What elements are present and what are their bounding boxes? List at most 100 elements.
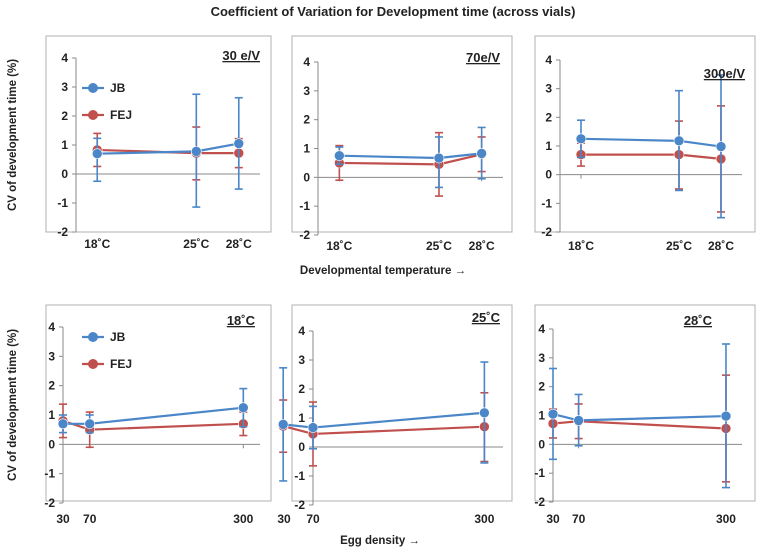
y-tick-label: 0 bbox=[545, 168, 552, 182]
data-point-jb bbox=[307, 422, 319, 433]
x-tick-label: 30 bbox=[56, 512, 70, 526]
x-tick-label: 300 bbox=[716, 512, 736, 526]
panel-label: 18˚C bbox=[227, 313, 256, 328]
y-tick-label: 4 bbox=[303, 55, 310, 69]
data-point-jb bbox=[233, 138, 245, 149]
x-tick-label: 18˚C bbox=[326, 239, 352, 253]
x-tick-label: 25˚C bbox=[183, 237, 209, 251]
legend-marker-fej bbox=[88, 110, 98, 120]
y-tick-label: 0 bbox=[61, 167, 68, 181]
x-tick-label: 300 bbox=[233, 512, 253, 526]
data-point-jb bbox=[57, 418, 69, 430]
y-tick-label: 3 bbox=[545, 82, 552, 96]
y-tick-label: 4 bbox=[61, 51, 68, 65]
legend-label-jb: JB bbox=[110, 81, 126, 95]
data-point-jb bbox=[673, 135, 685, 147]
y-tick-label: 1 bbox=[48, 408, 55, 422]
y-tick-label: -2 bbox=[44, 496, 55, 510]
y-tick-label: 4 bbox=[48, 320, 55, 334]
y-tick-label: 3 bbox=[303, 84, 310, 98]
panel-label: 70e/V bbox=[466, 50, 500, 65]
panel-frame bbox=[534, 304, 756, 502]
x-tick-label: 70 bbox=[572, 512, 586, 526]
y-tick-label: 4 bbox=[538, 322, 545, 336]
y-tick-label: 0 bbox=[303, 170, 310, 184]
x-tick-label: 30 bbox=[546, 512, 560, 526]
figure-title: Coefficient of Variation for Development… bbox=[211, 4, 576, 19]
panel-30-eggs-per-vial: -2 -1 0 1 2 3 4 18˚C 25˚C 28˚C 30 e/V JB FEJ bbox=[45, 35, 272, 251]
y-tick-label: 3 bbox=[298, 353, 305, 367]
data-point-jb bbox=[334, 150, 345, 162]
y-tick-label: 2 bbox=[303, 113, 310, 127]
series-line-fej bbox=[581, 153, 722, 160]
x-tick-label: 28˚C bbox=[708, 239, 734, 253]
series-line-jb bbox=[339, 152, 482, 160]
y-tick-label: 3 bbox=[48, 349, 55, 363]
y-tick-label: -2 bbox=[57, 225, 68, 239]
legend-marker-jb bbox=[88, 332, 98, 342]
x-tick-label: 30 bbox=[277, 512, 291, 526]
y-tick-label: 3 bbox=[538, 351, 545, 365]
legend-marker-jb bbox=[88, 83, 98, 93]
y-axis-label-bottom: CV of development time (%) bbox=[7, 329, 19, 481]
data-point-jb bbox=[476, 148, 487, 159]
data-point-jb bbox=[91, 148, 103, 159]
y-tick-label: -2 bbox=[541, 225, 552, 239]
y-tick-label: 2 bbox=[48, 379, 55, 393]
data-point-jb bbox=[238, 402, 249, 413]
panel-25C: -2 -1 0 1 2 3 4 30 70 300 25˚C bbox=[277, 304, 513, 526]
data-point-jb bbox=[573, 415, 584, 426]
y-tick-label: 0 bbox=[538, 437, 545, 451]
y-tick-label: 0 bbox=[48, 437, 55, 451]
x-tick-label: 18˚C bbox=[84, 237, 110, 251]
y-tick-label: 2 bbox=[545, 110, 552, 124]
panel-frame bbox=[45, 304, 272, 502]
legend-label-fej: FEJ bbox=[110, 108, 132, 122]
x-tick-label: 25˚C bbox=[666, 239, 692, 253]
y-tick-label: -1 bbox=[541, 196, 552, 210]
panel-label: 25˚C bbox=[472, 310, 501, 325]
y-tick-label: 3 bbox=[61, 80, 68, 94]
panel-frame bbox=[534, 35, 756, 233]
panel-label: 300e/V bbox=[704, 66, 746, 81]
row-temperature: -2 -1 0 1 2 3 4 18˚C 25˚C 28˚C 30 e/V JB FEJ -2 -1 0 1 2… bbox=[45, 35, 756, 277]
x-tick-label: 28˚C bbox=[469, 239, 495, 253]
x-tick-label: 70 bbox=[83, 512, 97, 526]
y-tick-label: 2 bbox=[298, 382, 305, 396]
panel-frame bbox=[291, 304, 513, 502]
x-tick-label: 300 bbox=[474, 512, 494, 526]
y-tick-label: -2 bbox=[294, 498, 305, 512]
x-tick-label: 70 bbox=[306, 512, 320, 526]
y-tick-label: 4 bbox=[545, 53, 552, 67]
panel-70-eggs-per-vial: -2 -1 0 1 2 3 4 18˚C 25˚C 28˚C 70e/V bbox=[291, 35, 513, 253]
x-axis-label-temperature: Developmental temperature → bbox=[300, 265, 466, 277]
series-line-jb bbox=[580, 137, 722, 148]
data-point-jb bbox=[277, 419, 289, 430]
data-point-jb bbox=[575, 133, 587, 145]
x-tick-label: 18˚C bbox=[568, 239, 594, 253]
panel-28C: -2 -1 0 1 2 3 4 30 70 300 28˚C bbox=[534, 304, 756, 526]
y-tick-label: 4 bbox=[298, 324, 305, 338]
y-tick-label: 1 bbox=[545, 139, 552, 153]
y-tick-label: -1 bbox=[44, 467, 55, 481]
legend-label-jb: JB bbox=[110, 330, 126, 344]
data-point-jb bbox=[433, 152, 445, 164]
y-tick-label: -1 bbox=[299, 199, 310, 213]
panel-frame bbox=[45, 35, 272, 233]
x-tick-label: 25˚C bbox=[426, 239, 452, 253]
y-tick-label: -2 bbox=[534, 495, 545, 509]
y-tick-label: -2 bbox=[299, 228, 310, 242]
panel-label: 30 e/V bbox=[222, 48, 260, 63]
y-tick-label: 0 bbox=[298, 440, 305, 454]
y-tick-label: 1 bbox=[538, 409, 545, 423]
x-axis-label-egg-density: Egg density → bbox=[340, 535, 420, 547]
data-point-jb bbox=[715, 141, 727, 152]
panel-18C: -2 -1 0 1 2 3 4 30 70 300 18˚C JB FEJ bbox=[44, 304, 272, 526]
data-point-jb bbox=[479, 407, 490, 419]
data-point-jb bbox=[84, 418, 96, 430]
y-tick-label: 2 bbox=[61, 109, 68, 123]
y-axis-label-top: CV of development time (%) bbox=[7, 59, 19, 211]
data-point-jb bbox=[191, 146, 202, 157]
panel-frame bbox=[291, 35, 513, 233]
